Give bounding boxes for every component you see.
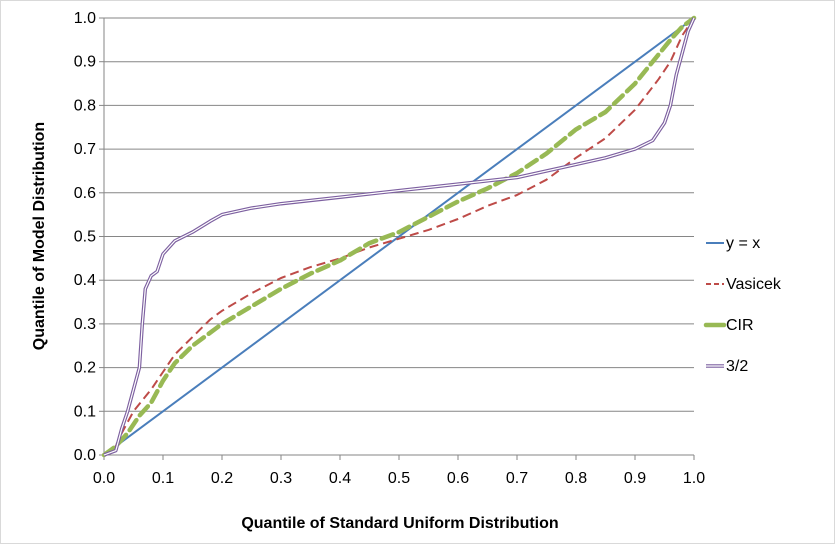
x-tick-label: 1.0	[683, 470, 705, 487]
y-tick-label: 0.0	[74, 447, 96, 464]
y-tick-label: 0.7	[74, 141, 96, 158]
gridlines	[104, 17, 694, 412]
series-line-cir	[101, 15, 697, 458]
legend-cir-label: CIR	[726, 317, 754, 334]
y-tick-label: 0.8	[74, 97, 96, 114]
y-tick-label: 1.0	[74, 10, 96, 27]
x-tick-label: 0.4	[329, 470, 351, 487]
x-tick-label: 0.5	[388, 470, 410, 487]
x-tick-label: 0.6	[447, 470, 469, 487]
series-line-vasicek	[103, 17, 695, 456]
legend-3-2-label: 3/2	[726, 358, 748, 375]
y-axis-title: Quantile of Model Distribution	[31, 122, 48, 350]
y-tick-labels: 0.0 0.1 0.2 0.3 0.4 0.5 0.6 0.7 0.8 0.9 1.0	[74, 10, 96, 464]
x-tick-label: 0.3	[270, 470, 292, 487]
y-tick-label: 0.9	[74, 54, 96, 71]
series-lines	[101, 15, 697, 458]
y-tick-label: 0.5	[74, 229, 96, 246]
y-tick-label: 0.6	[74, 185, 96, 202]
x-tick-labels: 0.0 0.1 0.2 0.3 0.4 0.5 0.6 0.7 0.8 0.9 1.0	[93, 470, 705, 487]
x-tick-label: 0.0	[93, 470, 115, 487]
y-tick-label: 0.4	[74, 272, 96, 289]
series-line-y-x	[103, 17, 695, 456]
y-tick-label: 0.2	[74, 360, 96, 377]
y-tick-label: 0.3	[74, 316, 96, 333]
x-tick-label: 0.1	[152, 470, 174, 487]
x-tick-label: 0.7	[506, 470, 528, 487]
x-tick-label: 0.8	[565, 470, 587, 487]
x-axis-title: Quantile of Standard Uniform Distributio…	[241, 515, 558, 532]
legend: y = x Vasicek CIR 3/2	[703, 235, 782, 375]
x-tick-label: 0.2	[211, 470, 233, 487]
axes	[99, 17, 695, 460]
y-tick-label: 0.1	[74, 403, 96, 420]
legend-y-x-label: y = x	[726, 235, 760, 252]
legend-vasicek-label: Vasicek	[726, 276, 782, 293]
x-tick-label: 0.9	[624, 470, 646, 487]
series-line-3-2-inner	[103, 17, 695, 456]
